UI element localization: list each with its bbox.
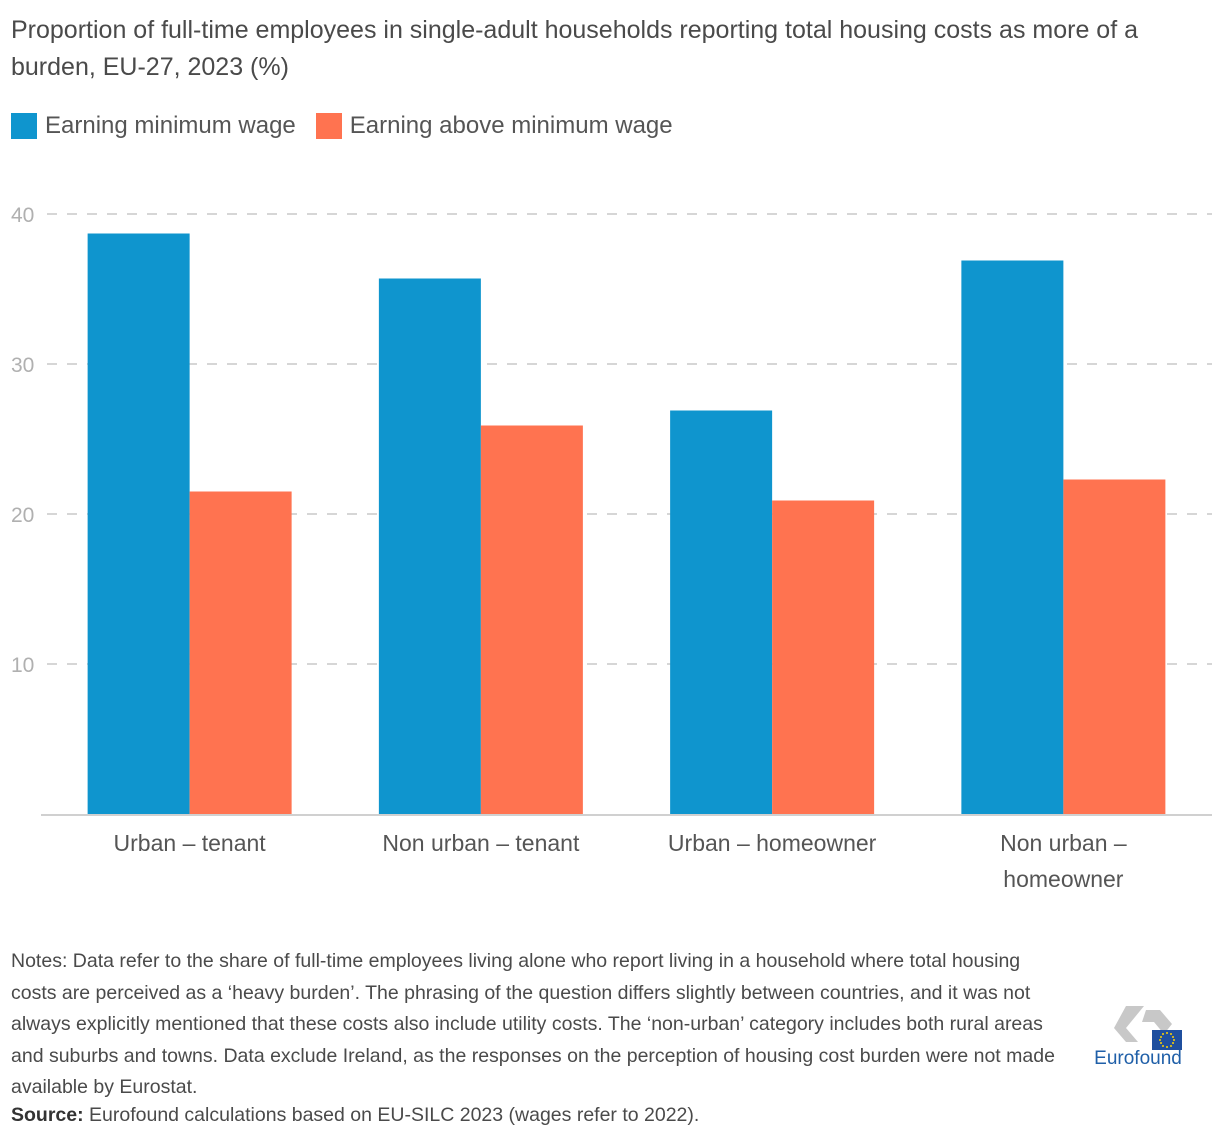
y-tick-label: 10 <box>11 654 34 677</box>
bar-minimum-wage[interactable] <box>961 260 1064 815</box>
legend-label: Earning minimum wage <box>45 112 296 139</box>
bars <box>87 233 1166 815</box>
bar-minimum-wage[interactable] <box>87 233 190 815</box>
x-axis-labels: Urban – tenant Non urban – tenant Urban – … <box>114 830 1127 892</box>
legend-item-above-minimum-wage[interactable]: Earning above minimum wage <box>315 112 673 140</box>
bar-above-minimum-wage[interactable] <box>480 425 583 815</box>
legend-swatch-above-minimum-wage <box>315 113 342 139</box>
notes-text: Notes: Data refer to the share of full-t… <box>11 950 1055 1098</box>
legend-swatch-minimum-wage <box>11 113 37 139</box>
bar-above-minimum-wage[interactable] <box>1063 479 1166 815</box>
x-tick-label: Urban – tenant <box>114 830 267 856</box>
y-tick-label: 30 <box>11 354 34 377</box>
bar-above-minimum-wage[interactable] <box>189 491 292 815</box>
y-tick-label: 20 <box>11 504 34 527</box>
logo-text: Eurofound <box>1094 1048 1182 1069</box>
gridlines: 10 20 30 40 <box>11 204 1212 677</box>
x-tick-label: Non urban – homeowner <box>1000 830 1127 892</box>
bar-chart: 10 20 30 40 Urban – tenant Non urban – tenan… <box>11 204 1212 892</box>
source-text: Eurofound calculations based on EU-SILC … <box>83 1104 700 1126</box>
bar-above-minimum-wage[interactable] <box>772 500 875 815</box>
legend-item-minimum-wage[interactable]: Earning minimum wage <box>11 112 296 140</box>
chart-title: Proportion of full-time employees in sin… <box>11 16 1139 81</box>
x-tick-label: Non urban – tenant <box>382 830 580 856</box>
bar-minimum-wage[interactable] <box>670 410 773 815</box>
legend: Earning minimum wage Earning above minim… <box>11 112 693 140</box>
eurofound-logo[interactable]: Eurofound <box>1086 1002 1190 1072</box>
source-line: Source: Eurofound calculations based on … <box>11 1104 699 1127</box>
eurofound-logo-icon <box>1114 1006 1182 1050</box>
x-tick-label: Urban – homeowner <box>668 830 877 856</box>
legend-label: Earning above minimum wage <box>349 112 673 139</box>
bar-minimum-wage[interactable] <box>378 278 481 815</box>
y-tick-label: 40 <box>11 204 34 227</box>
source-label: Source: <box>11 1104 84 1126</box>
